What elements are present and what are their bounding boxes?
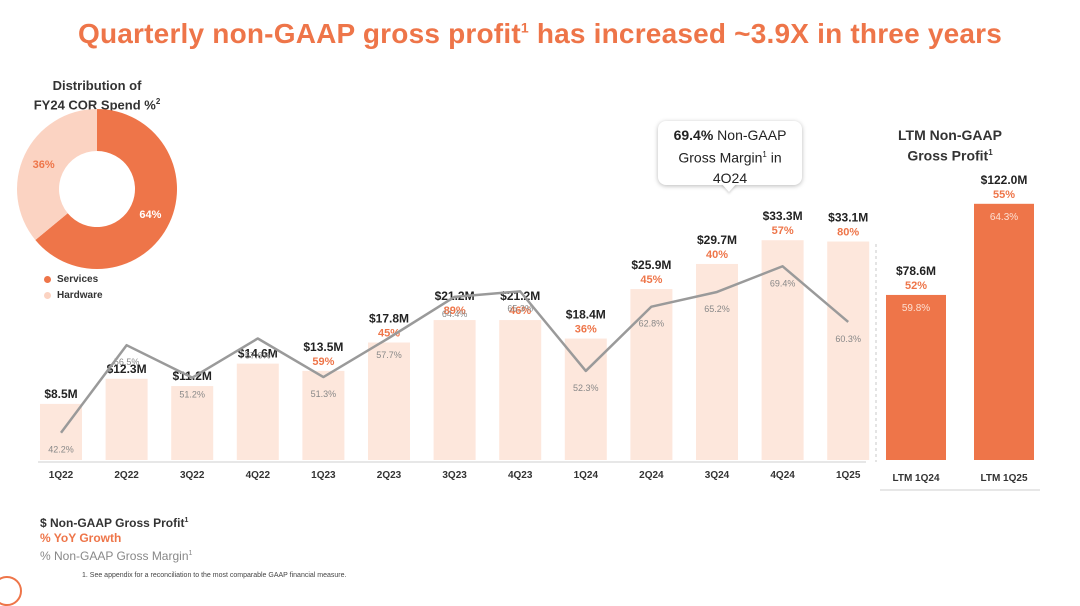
legend-dot: [44, 292, 51, 299]
margin-label: 56.5%: [114, 357, 140, 367]
x-tick-label: 1Q23: [311, 470, 336, 481]
ltm-bar-1: [886, 294, 946, 460]
x-tick-label: 4Q23: [508, 470, 533, 481]
bar-1Q25: [827, 241, 870, 460]
bar-2Q23: [368, 342, 410, 460]
margin-label: 52.3%: [573, 383, 599, 393]
bar-value-label: $8.5M: [44, 387, 77, 401]
yoy-growth-label: 40%: [706, 249, 728, 261]
x-tick-label: 3Q22: [180, 470, 205, 481]
bar-value-label: $29.7M: [697, 233, 737, 247]
bar-4Q22: [236, 363, 279, 460]
x-tick-label: 3Q23: [442, 470, 467, 481]
yoy-growth-label: 59%: [312, 356, 334, 368]
x-tick-label: 2Q22: [114, 470, 139, 481]
margin-label: 69.4%: [770, 278, 796, 288]
bar-2Q24: [630, 289, 673, 460]
bar-value-label: $33.3M: [763, 209, 803, 223]
bar-value-label: $13.5M: [303, 340, 343, 354]
bar-value-label: $25.9M: [631, 258, 671, 272]
x-tick-label: 1Q24: [574, 470, 599, 481]
legend-growth: % YoY Growth: [40, 531, 122, 545]
bar-3Q22: [171, 386, 214, 460]
margin-label: 57.7%: [376, 350, 402, 360]
ltm-value-label: $78.6M: [896, 264, 936, 278]
yoy-growth-label: 89%: [444, 305, 466, 317]
bar-value-label: $12.3M: [107, 362, 147, 376]
page-title: Quarterly non-GAAP gross profit1 has inc…: [78, 18, 1002, 49]
ltm-growth-label: 55%: [993, 189, 1015, 201]
bar-2Q22: [105, 378, 148, 460]
legend-label: Hardware: [57, 290, 103, 301]
bar-3Q23: [433, 320, 476, 460]
legend-label: Services: [57, 274, 99, 285]
margin-label: 62.8%: [639, 319, 665, 329]
bar-value-label: $33.1M: [828, 211, 868, 225]
pie-legend-services: Services: [44, 274, 98, 285]
ltm-tick-label: LTM 1Q25: [980, 473, 1027, 484]
ltm-growth-label: 52%: [905, 280, 927, 292]
bar-3Q24: [696, 263, 738, 460]
bar-value-label: $17.8M: [369, 312, 409, 326]
margin-label: 60.3%: [835, 334, 861, 344]
margin-line: [59, 265, 850, 434]
x-tick-label: 1Q22: [49, 470, 74, 481]
ltm-tick-label: LTM 1Q24: [892, 473, 939, 484]
margin-label: 51.2%: [179, 390, 205, 400]
ltm-title: LTM Non-GAAP Gross Profit1: [898, 127, 1002, 164]
ltm-margin-label: 59.8%: [902, 303, 930, 314]
legend-margin: % Non-GAAP Gross Margin1: [40, 549, 193, 563]
ltm-bar-2: [974, 203, 1034, 461]
x-tick-label: 2Q23: [377, 470, 402, 481]
bar-value-label: $14.6M: [238, 347, 278, 361]
yoy-growth-label: 57%: [772, 225, 794, 237]
callout-tail: [721, 183, 737, 192]
x-tick-label: 4Q24: [770, 470, 795, 481]
pie-slice-hardware: [17, 109, 97, 240]
margin-label: 65.3%: [507, 303, 533, 313]
legend-dot: [44, 276, 51, 283]
yoy-growth-label: 46%: [509, 305, 531, 317]
x-tick-label: 4Q22: [246, 470, 271, 481]
pie-slice-label: 36%: [33, 159, 55, 171]
ltm-value-label: $122.0M: [981, 173, 1028, 187]
yoy-growth-label: 36%: [575, 324, 597, 336]
margin-callout: 69.4% Non-GAAP Gross Margin1 in 4Q24: [658, 121, 802, 186]
ltm-margin-label: 64.3%: [990, 212, 1018, 223]
pie-legend-hardware: Hardware: [44, 290, 103, 301]
x-tick-label: 1Q25: [836, 470, 861, 481]
pie-slice-services: [35, 109, 177, 269]
pie-slice-label: 64%: [139, 209, 161, 221]
margin-label: 51.3%: [311, 389, 337, 399]
x-tick-label: 3Q24: [705, 470, 730, 481]
yoy-growth-label: 45%: [378, 328, 400, 340]
footnote: 1. See appendix for a reconciliation to …: [82, 572, 347, 579]
yoy-growth-label: 45%: [640, 274, 662, 286]
margin-label: 64.4%: [442, 309, 468, 319]
margin-label: 57.6%: [245, 350, 271, 360]
legend-profit: $ Non-GAAP Gross Profit1: [40, 516, 189, 530]
bar-1Q23: [302, 370, 345, 460]
margin-label: 65.2%: [704, 304, 730, 314]
series-legend: $ Non-GAAP Gross Profit1 % YoY Growth % …: [40, 513, 192, 564]
bar-value-label: $18.4M: [566, 308, 606, 322]
yoy-growth-label: 80%: [837, 227, 859, 239]
x-tick-label: 2Q24: [639, 470, 664, 481]
margin-label: 42.2%: [48, 445, 74, 455]
pie-title: Distribution of FY24 COR Spend %2: [33, 78, 161, 113]
bar-4Q23: [499, 320, 542, 460]
